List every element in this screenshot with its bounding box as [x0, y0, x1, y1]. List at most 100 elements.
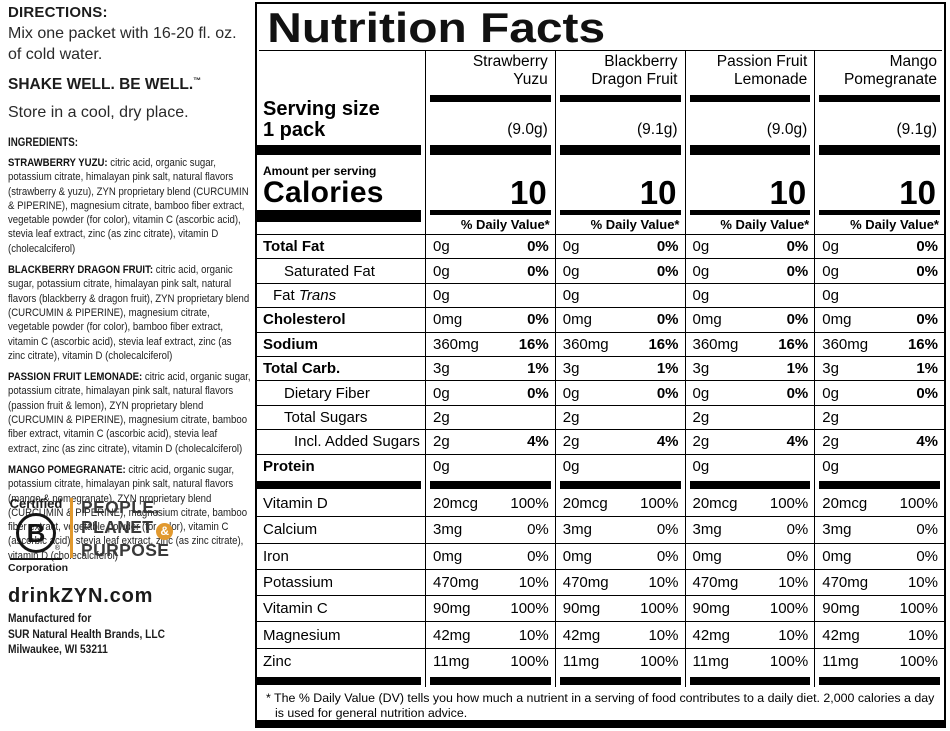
micronutrient-daily-value: 100%: [640, 600, 679, 618]
micronutrient-value-row: 11mg 100%: [426, 649, 555, 675]
micronutrient-value-row: 0mg 0%: [555, 544, 685, 570]
ingredient-flavor-name: STRAWBERRY YUZU:: [8, 157, 108, 169]
manufacturer-line: Manufactured for: [8, 611, 92, 625]
ingredient-flavor-name: PASSION FRUIT LEMONADE:: [8, 371, 143, 384]
medium-bar: [819, 210, 940, 215]
nutrient-value-row: 2g 4%: [555, 430, 685, 455]
micronutrient-daily-value: 10%: [648, 626, 679, 644]
micronutrient-label-row: Iron: [257, 544, 425, 570]
micronutrient-value-row: 470mg 10%: [815, 570, 944, 597]
nutrient-value-row: 0g: [815, 284, 944, 309]
flavor-header-cell: Blackberry Dragon Fruit: [556, 51, 685, 103]
nutrient-label-row: Protein: [257, 455, 425, 479]
micronutrient-daily-value: 100%: [510, 495, 549, 513]
nutrient-label-row: Saturated Fat: [257, 259, 425, 284]
nutrient-daily-value: 1%: [527, 360, 549, 378]
nutrient-daily-value: 0%: [786, 238, 809, 256]
nutrient-amount: 2g: [562, 408, 580, 426]
thick-bar-zone: [686, 675, 815, 687]
nutrient-amount: 0g: [692, 286, 710, 304]
micronutrient-daily-value: 100%: [640, 495, 679, 513]
medium-bar: [689, 210, 811, 215]
micronutrient-amount: 90mg: [433, 600, 471, 618]
nutrient-value-row: 3g 1%: [426, 357, 555, 382]
trademark-symbol: ™: [193, 76, 202, 85]
nutrient-value-row: 360mg 16%: [815, 333, 944, 357]
daily-value-header: % Daily Value*: [590, 217, 680, 232]
thick-bar: [819, 145, 940, 155]
serving-weight-cell: (9.1g): [896, 121, 938, 138]
nutrient-value-row: 0g: [815, 455, 944, 479]
thick-bar-zone: [426, 675, 555, 687]
nutrient-amount: 2g: [433, 433, 450, 451]
nutrient-value-row: 0g 0%: [815, 259, 944, 284]
micronutrient-value-row: 42mg 10%: [685, 622, 815, 649]
calories-value: 10: [510, 174, 547, 211]
bottom-bar: [257, 720, 944, 726]
medium-bar: [430, 210, 551, 215]
nutrient-amount: 2g: [822, 433, 839, 451]
nutrient-value-row: 3g 1%: [555, 357, 685, 382]
nutrient-amount: 0mg: [562, 311, 592, 329]
nutrient-value-row: 0g: [685, 284, 815, 309]
nutrient-label: Sodium: [263, 335, 318, 353]
nf-label-column: Serving size 1 pack Amount per serving Calo…: [257, 51, 425, 687]
left-info-panel: DIRECTIONS: Mix one packet with 16-20 fl…: [8, 4, 251, 656]
nutrient-value-row: 0g 0%: [426, 381, 555, 406]
thick-bar: [559, 676, 681, 685]
nutrient-value-row: 0mg 0%: [815, 308, 944, 333]
amount-per-serving-label: Amount per serving: [263, 164, 377, 178]
nutrient-value-row: 2g: [685, 406, 815, 431]
nutrient-daily-value: 0%: [916, 384, 938, 402]
nutrient-daily-value: 0%: [527, 384, 549, 402]
thick-bar: [430, 676, 551, 685]
ingredient-flavor-name: BLACKBERRY DRAGON FRUIT:: [8, 264, 154, 277]
daily-value-header-cell: % Daily Value*: [555, 209, 685, 235]
micronutrient-amount: 0mg: [822, 547, 852, 565]
nutrition-facts-panel: Nutrition Facts Serving size 1 pack Amount…: [255, 2, 946, 728]
tagline-line-1: PEOPLE,: [81, 497, 160, 517]
micronutrient-value-row: 20mcg 100%: [815, 491, 944, 518]
nutrient-daily-value: 0%: [527, 238, 549, 256]
nutrient-amount: 0g: [692, 458, 710, 476]
micronutrient-amount: 470mg: [562, 573, 609, 591]
nutrient-label-row: Sodium: [257, 333, 425, 357]
micronutrient-daily-value: 0%: [656, 547, 679, 565]
micronutrient-amount: 42mg: [822, 626, 860, 644]
medium-bar: [559, 210, 681, 215]
nutrient-amount: 0g: [822, 238, 839, 256]
micronutrient-label-row: Potassium: [257, 570, 425, 597]
micronutrient-daily-value: 0%: [656, 521, 679, 539]
thick-bar: [819, 676, 940, 685]
thick-bar: [689, 676, 811, 685]
micronutrient-amount: 3mg: [692, 521, 722, 539]
flavor-name-line2: Lemonade: [733, 71, 808, 88]
calories-label: Calories: [263, 176, 384, 209]
nutrient-amount: 3g: [822, 360, 839, 378]
micronutrient-label: Calcium: [263, 521, 318, 539]
nutrient-daily-value: 0%: [916, 311, 938, 329]
micronutrient-daily-value: 0%: [527, 521, 549, 539]
nutrient-amount: 2g: [433, 408, 450, 426]
nutrient-daily-value: 0%: [656, 238, 679, 256]
micronutrient-value-row: 470mg 10%: [685, 570, 815, 597]
daily-value-header-cell: % Daily Value*: [685, 209, 815, 235]
nutrient-value-row: 2g: [426, 406, 555, 431]
micronutrient-value-row: 90mg 100%: [426, 596, 555, 623]
micronutrient-amount: 3mg: [822, 521, 852, 539]
nutrient-value-row: 0g 0%: [685, 259, 815, 284]
micronutrient-value-row: 0mg 0%: [685, 544, 815, 570]
nutrient-amount: 0g: [433, 384, 450, 402]
thick-bar-zone: [556, 675, 685, 687]
nutrient-amount: 0g: [822, 286, 839, 304]
micronutrient-amount: 0mg: [692, 547, 722, 565]
nutrient-amount: 2g: [562, 433, 580, 451]
nutrient-label-row: Total Sugars: [257, 406, 425, 431]
micronutrient-value-row: 11mg 100%: [556, 649, 685, 675]
calories-value: 10: [639, 174, 677, 211]
nutrient-amount: 0mg: [822, 311, 852, 329]
nutrient-value-row: 0g 0%: [426, 259, 555, 284]
nutrient-value-row: 0mg 0%: [555, 308, 685, 333]
micronutrient-value-row: 11mg 100%: [815, 649, 944, 675]
micronutrient-value-row: 11mg 100%: [686, 649, 815, 675]
